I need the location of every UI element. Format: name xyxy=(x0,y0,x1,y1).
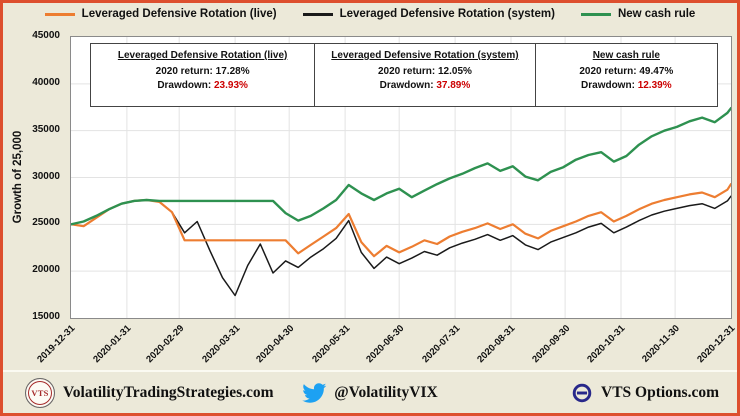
drawdown-line: Drawdown: 12.39% xyxy=(581,80,672,91)
x-tick-label: 2020-07-31 xyxy=(419,323,462,366)
stats-box: Leveraged Defensive Rotation (live) 2020… xyxy=(90,43,718,107)
footer-brand-text: VolatilityTradingStrategies.com xyxy=(63,383,274,401)
y-tick-label: 35000 xyxy=(32,123,60,135)
x-tick-label: 2020-06-30 xyxy=(363,323,406,366)
black-line-swatch-icon xyxy=(302,12,333,16)
plot-area: Leveraged Defensive Rotation (live) 2020… xyxy=(70,36,732,319)
return-value: 17.28% xyxy=(215,66,250,77)
orange-line-swatch-icon xyxy=(44,12,75,16)
footer-twitter-text: @VolatilityVIX xyxy=(334,383,438,401)
x-tick-label: 2020-02-29 xyxy=(143,323,186,366)
legend-item-label: Leveraged Defensive Rotation (live) xyxy=(81,8,277,20)
drawdown-value: 23.93% xyxy=(213,80,248,91)
drawdown-line: Drawdown: 37.89% xyxy=(379,80,471,91)
footer-brand-vts: VTS VolatilityTradingStrategies.com xyxy=(25,377,274,408)
footer-brand-options: VTS Options.com xyxy=(571,382,719,404)
x-axis-tick-labels: 2019-12-31 2020-01-31 2020-02-29 2020-03-31… xyxy=(36,321,737,377)
drawdown-value: 37.89% xyxy=(436,80,471,91)
x-tick-label: 2020-04-30 xyxy=(253,323,296,366)
return-value: 12.05% xyxy=(438,66,472,77)
return-line: 2020 return: 12.05% xyxy=(377,66,472,77)
y-tick-label: 25000 xyxy=(32,217,60,229)
stats-panel-cash-rule: New cash rule 2020 return: 49.47% Drawdo… xyxy=(534,44,717,106)
x-tick-label: 2020-08-31 xyxy=(475,323,518,366)
y-tick-label: 30000 xyxy=(32,170,60,182)
drawdown-value: 12.39% xyxy=(637,80,672,91)
y-tick-label: 45000 xyxy=(32,30,60,41)
x-tick-label: 2020-05-31 xyxy=(309,323,352,366)
footer: VTS VolatilityTradingStrategies.com @Vol… xyxy=(3,370,737,413)
x-tick-label: 2020-11-30 xyxy=(640,323,682,365)
x-tick-label: 2020-03-31 xyxy=(199,323,242,366)
legend: Leveraged Defensive Rotation (live) Leve… xyxy=(3,8,737,20)
stats-panel-title: Leveraged Defensive Rotation (live) xyxy=(117,50,288,61)
x-tick-label: 2020-10-31 xyxy=(585,323,628,366)
legend-item-cash-rule: New cash rule xyxy=(580,8,696,20)
legend-item-live: Leveraged Defensive Rotation (live) xyxy=(44,8,277,20)
vts-logo-icon: VTS xyxy=(25,377,55,408)
legend-item-label: Leveraged Defensive Rotation (system) xyxy=(339,8,555,20)
theta-icon xyxy=(571,382,593,404)
footer-twitter-handle: @VolatilityVIX xyxy=(302,381,438,405)
legend-item-system: Leveraged Defensive Rotation (system) xyxy=(302,8,555,20)
x-tick-label: 2019-12-31 xyxy=(35,323,78,366)
return-line: 2020 return: 49.47% xyxy=(579,66,674,77)
x-tick-label: 2020-12-31 xyxy=(695,323,738,366)
stats-panel-live: Leveraged Defensive Rotation (live) 2020… xyxy=(91,44,314,106)
x-tick-label: 2020-09-30 xyxy=(529,323,572,366)
twitter-icon xyxy=(302,381,327,405)
return-value: 49.47% xyxy=(639,66,674,77)
drawdown-line: Drawdown: 23.93% xyxy=(157,80,248,91)
stats-panel-system: Leveraged Defensive Rotation (system) 20… xyxy=(314,44,534,106)
stats-panel-title: New cash rule xyxy=(592,50,660,61)
stats-panel-title: Leveraged Defensive Rotation (system) xyxy=(331,50,519,61)
y-tick-label: 40000 xyxy=(32,76,60,88)
y-axis-tick-labels: 15000 20000 25000 30000 35000 40000 45000 xyxy=(3,30,65,322)
footer-options-text: VTS Options.com xyxy=(601,383,719,401)
green-line-swatch-icon xyxy=(580,12,611,16)
legend-item-label: New cash rule xyxy=(617,8,696,20)
y-tick-label: 15000 xyxy=(32,311,60,322)
x-tick-label: 2020-01-31 xyxy=(91,323,134,366)
growth-chart: Growth of 25,000 15000 20000 25000 30000 350… xyxy=(3,30,737,377)
y-tick-label: 20000 xyxy=(32,264,60,276)
return-line: 2020 return: 17.28% xyxy=(155,66,250,77)
